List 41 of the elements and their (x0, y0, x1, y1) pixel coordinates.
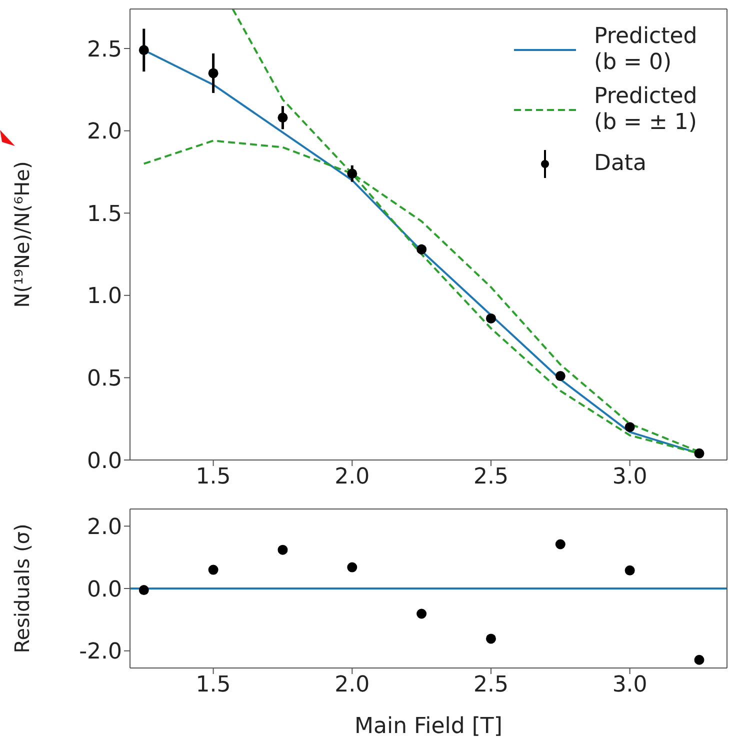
point (278, 112, 288, 123)
y-tick-label: 1.0 (87, 284, 122, 310)
y-tick-label: -2.0 (79, 640, 122, 665)
point (208, 564, 218, 575)
y-tick-label: 2.0 (87, 120, 122, 145)
x-tick-label: 1.5 (196, 464, 231, 490)
x-tick-label: 2.0 (334, 464, 370, 490)
point (486, 313, 496, 324)
point (138, 585, 149, 596)
point (347, 168, 358, 179)
y-axis-title: N(¹⁹Ne)/N(⁶He) (10, 161, 34, 308)
y-tick-label: 0.5 (87, 366, 122, 392)
x-tick-label: 2.5 (473, 464, 508, 490)
point (624, 422, 635, 432)
x-tick-label: 3.0 (612, 464, 648, 490)
point (624, 565, 635, 576)
point (416, 608, 427, 619)
point (694, 654, 704, 665)
x-tick-label: 3.0 (612, 672, 648, 698)
point (208, 68, 218, 78)
y-tick-label: 2.5 (87, 37, 122, 62)
point (694, 448, 704, 458)
point (278, 544, 288, 555)
x-tick-label: 2.5 (473, 672, 508, 698)
y-tick-label: 0.0 (87, 577, 122, 602)
point (138, 45, 149, 56)
legend-label: Data (594, 151, 648, 177)
y-tick-label: 2.0 (87, 514, 122, 540)
x-tick-label: 1.5 (196, 672, 231, 698)
point (555, 371, 566, 382)
x-axis-title: Main Field [T] (354, 714, 502, 738)
y-tick-label: 0.0 (87, 448, 122, 474)
point (347, 562, 358, 572)
legend-label: Predicted (b = 0) (594, 24, 698, 76)
point (416, 244, 427, 254)
point (486, 634, 496, 644)
y-axis-title: Residuals (σ) (10, 524, 34, 654)
legend-label: Predicted (b = ± 1) (594, 84, 698, 136)
y-tick-label: 1.5 (87, 202, 122, 227)
point (555, 539, 566, 550)
x-tick-label: 2.0 (334, 672, 370, 698)
